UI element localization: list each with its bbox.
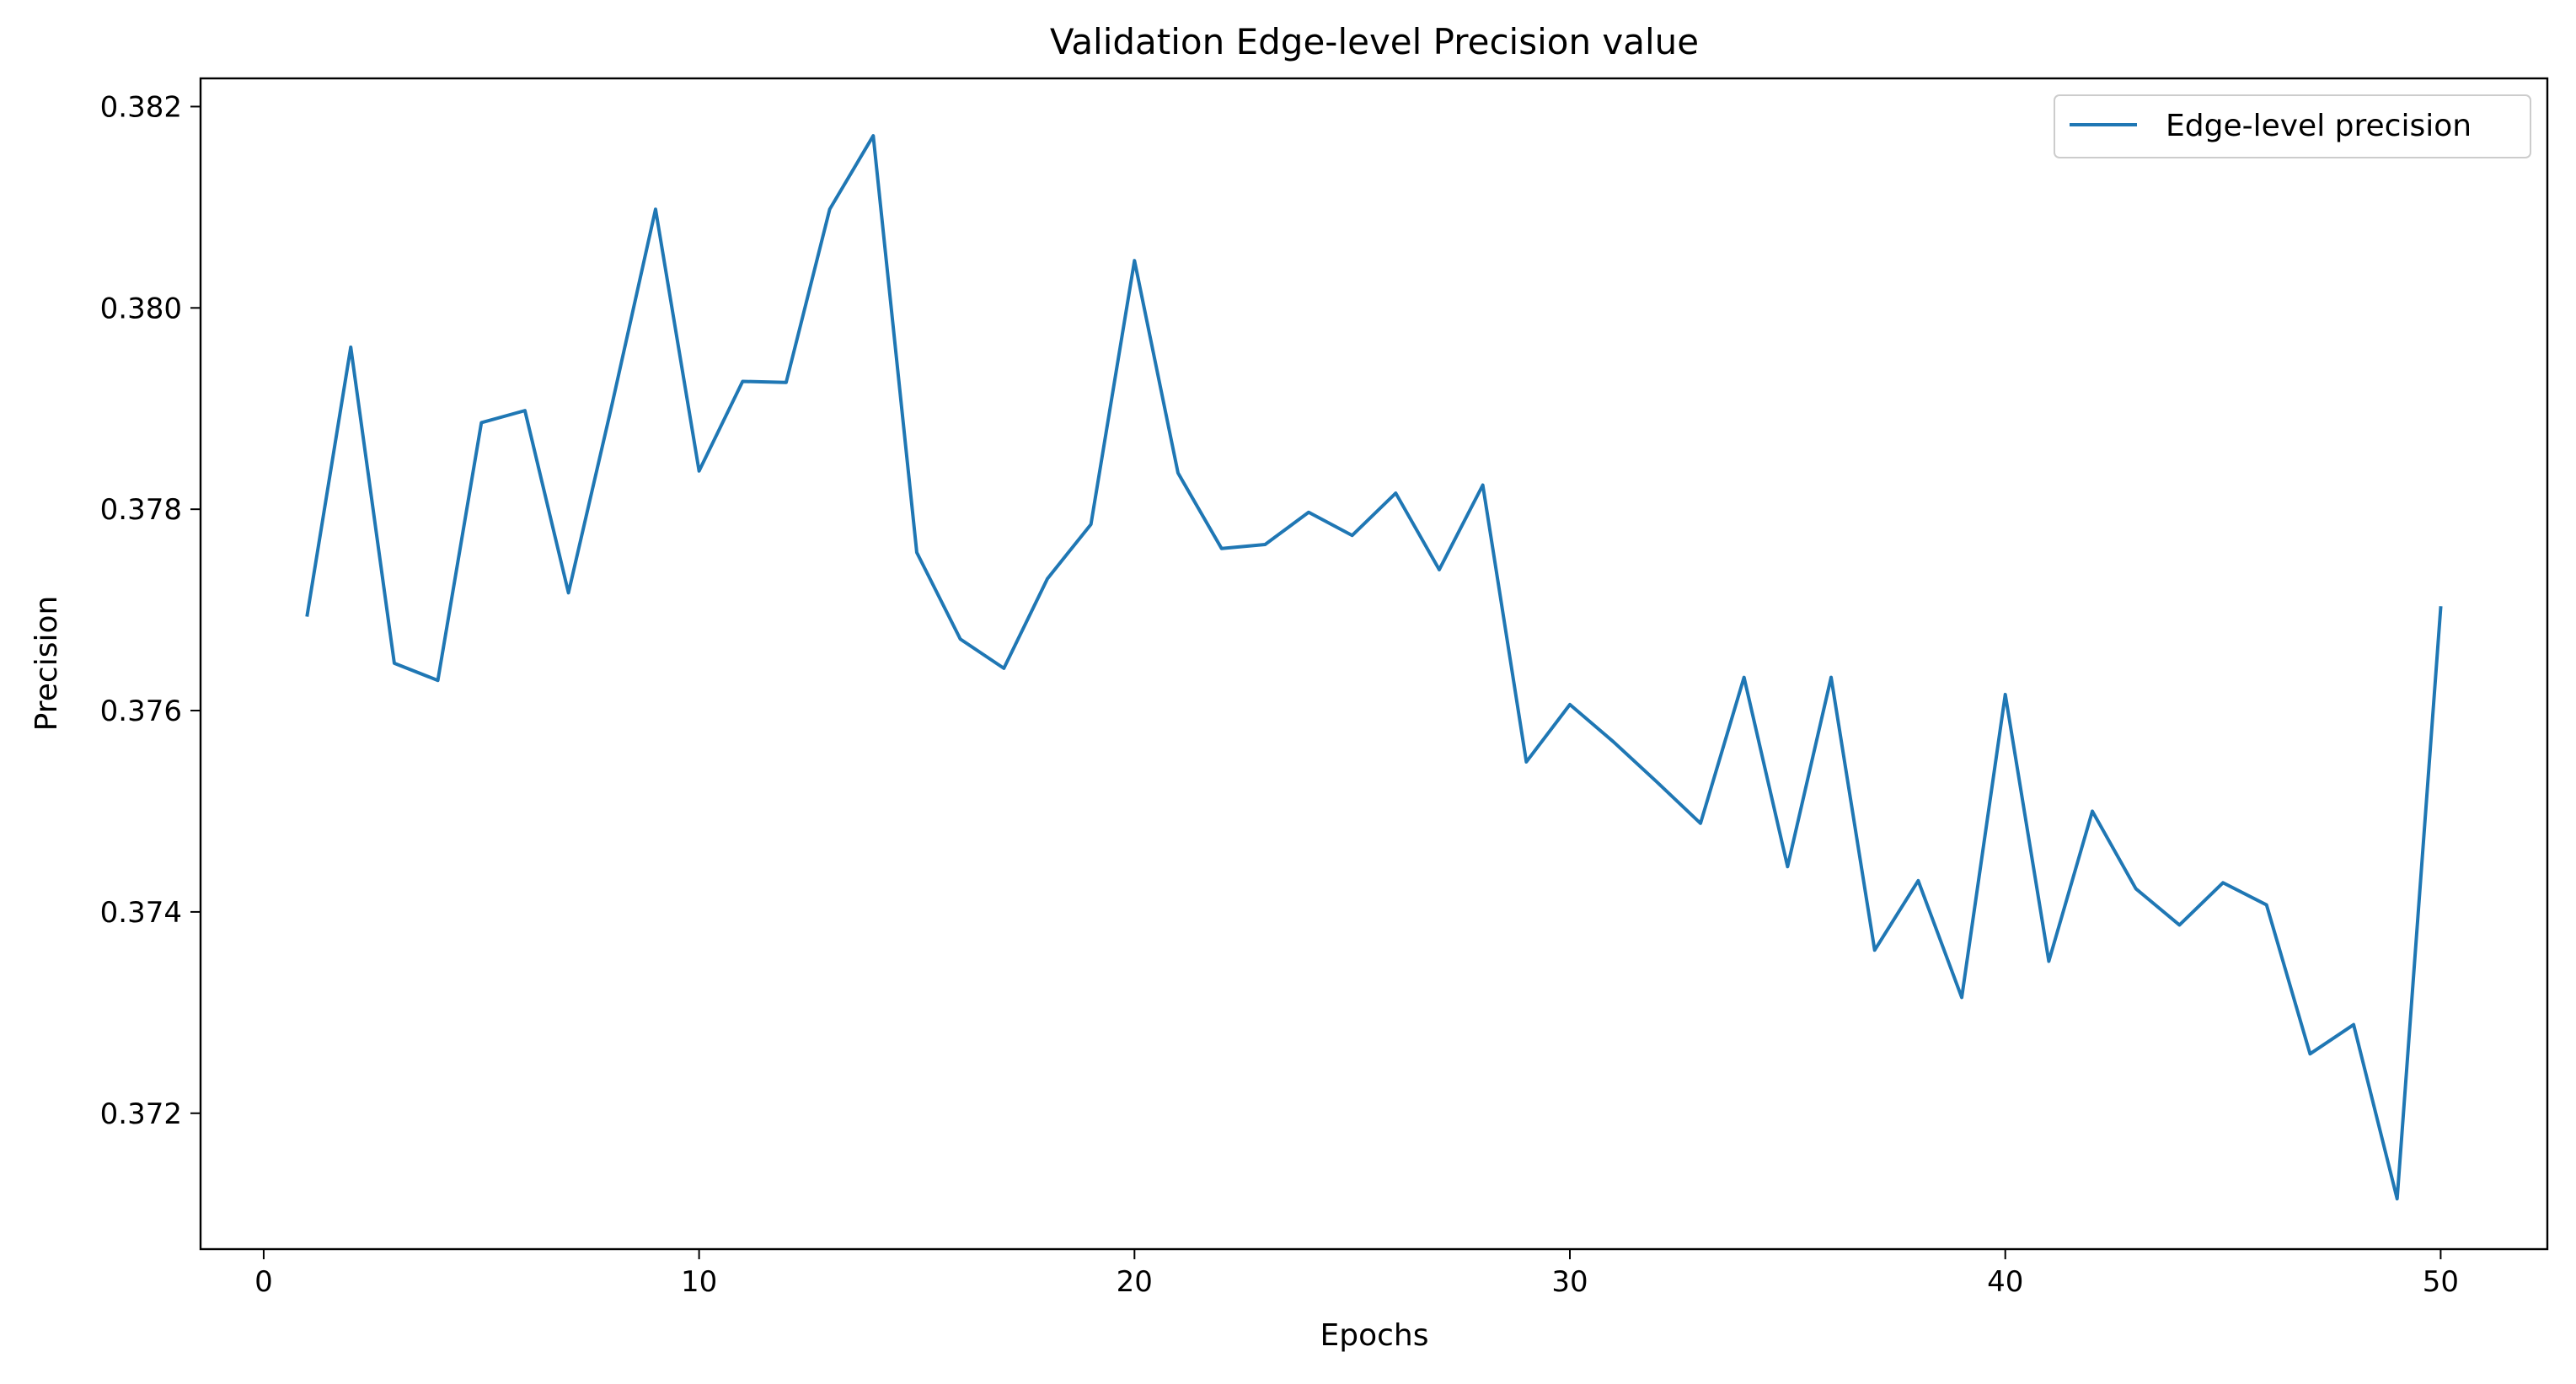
plot-frame (199, 77, 2549, 1251)
x-tick-label: 0 (254, 1265, 273, 1299)
y-tick-label: 0.378 (100, 493, 182, 527)
x-axis-label: Epochs (1320, 1318, 1429, 1353)
y-tick-label: 0.374 (100, 896, 182, 930)
y-tick-label: 0.376 (100, 695, 182, 728)
x-axis: 0 10 20 30 40 50 (254, 1249, 2459, 1299)
legend: Edge-level precision (2054, 94, 2531, 158)
y-tick-label: 0.372 (100, 1097, 182, 1131)
y-tick-label: 0.380 (100, 292, 182, 325)
chart-title: Validation Edge-level Precision value (1050, 21, 1699, 62)
legend-label: Edge-level precision (2166, 109, 2472, 143)
y-axis-label: Precision (29, 596, 64, 732)
plot-area: 0 10 20 30 40 50 0.3720.3740.3760.3780.3800.3… (100, 77, 2549, 1299)
x-tick-label: 10 (681, 1265, 717, 1299)
x-tick-label: 30 (1551, 1265, 1588, 1299)
x-tick-label: 50 (2423, 1265, 2459, 1299)
series-line (305, 134, 2443, 1201)
y-tick-label: 0.382 (100, 90, 182, 124)
series-layer (305, 134, 2443, 1201)
x-tick-label: 40 (1987, 1265, 2023, 1299)
x-tick-label: 20 (1117, 1265, 1153, 1299)
y-axis: 0.372 0.374 0.376 0.378 0.380 0.382 (100, 90, 201, 1131)
legend-frame (2054, 94, 2531, 158)
